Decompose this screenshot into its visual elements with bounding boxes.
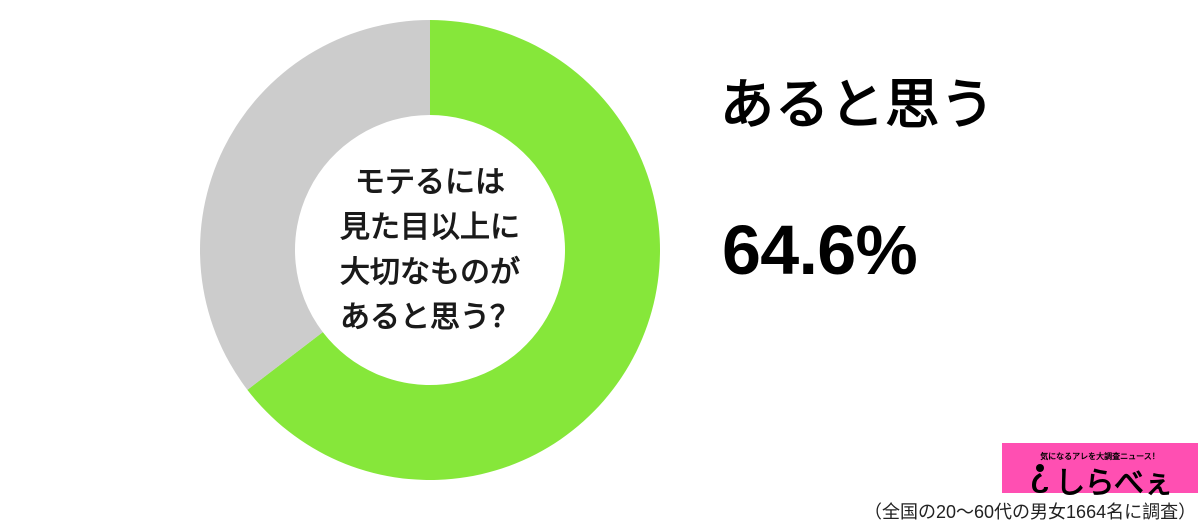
answer-label: あると思う [720,60,995,139]
brand-text: しらべぇ [1055,469,1173,499]
brand-icon [1027,463,1053,499]
brand-logo: 気になるアレを大調査ニュース！ しらべぇ [1002,443,1198,493]
survey-footnote: （全国の20〜60代の男女1664名に調査） [864,498,1196,524]
brand-icon-body [1032,473,1048,493]
chart-center-question: モテるには 見た目以上に 大切なものが あると思う？ [340,160,520,340]
donut-chart: モテるには 見た目以上に 大切なものが あると思う？ [200,20,660,480]
brand-tagline: 気になるアレを大調査ニュース！ [1040,453,1160,463]
brand-main: しらべぇ [1008,463,1192,499]
answer-percent: 64.6% [722,210,917,290]
brand-icon-dot [1036,464,1044,472]
